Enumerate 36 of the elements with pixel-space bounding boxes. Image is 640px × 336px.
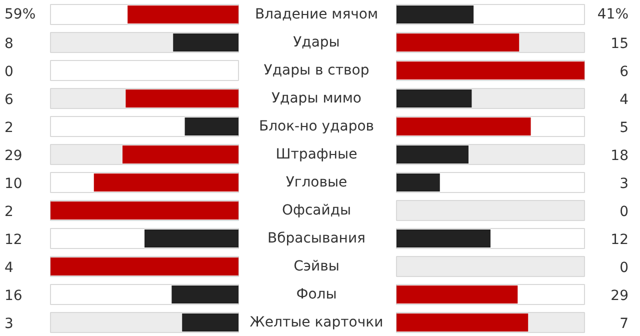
category-label: Офсайды bbox=[282, 202, 352, 218]
data-label: 15 bbox=[610, 36, 629, 52]
category-label: Фолы bbox=[296, 286, 337, 302]
data-label: 29 bbox=[610, 288, 629, 304]
data-label: 6 bbox=[4, 92, 14, 108]
data-label: 2 bbox=[4, 120, 14, 136]
data-label: 10 bbox=[4, 176, 22, 192]
data-label: 16 bbox=[4, 288, 22, 304]
data-label: 4 bbox=[4, 260, 14, 276]
data-label: 7 bbox=[620, 316, 629, 332]
category-label: Сэйвы bbox=[294, 258, 340, 274]
category-label: Удары мимо bbox=[272, 90, 362, 106]
data-label: 3 bbox=[4, 316, 14, 332]
data-label: 59% bbox=[4, 6, 36, 22]
data-label: 18 bbox=[610, 148, 629, 164]
category-label: Угловые bbox=[286, 174, 348, 190]
category-label: Желтые карточки bbox=[250, 314, 384, 330]
data-label: 5 bbox=[620, 120, 629, 136]
data-label: 8 bbox=[4, 36, 14, 52]
data-label: 0 bbox=[620, 204, 629, 220]
data-label: 12 bbox=[610, 232, 629, 248]
data-label: 2 bbox=[4, 204, 14, 220]
category-label: Владение мячом bbox=[254, 6, 378, 22]
data-label: 0 bbox=[4, 64, 14, 80]
category-label: Блок-но ударов bbox=[258, 118, 374, 134]
category-label: Удары bbox=[293, 34, 340, 50]
data-label: 6 bbox=[620, 64, 629, 80]
data-label: 29 bbox=[4, 148, 22, 164]
data-label: 4 bbox=[620, 92, 629, 108]
data-label: 12 bbox=[4, 232, 22, 248]
category-label: Вбрасывания bbox=[268, 230, 366, 246]
category-label: Удары в створ bbox=[264, 62, 370, 78]
category-label: Штрафные bbox=[276, 146, 358, 162]
data-label: 0 bbox=[620, 260, 629, 276]
data-label: 3 bbox=[620, 176, 629, 192]
data-label: 41% bbox=[597, 6, 629, 22]
